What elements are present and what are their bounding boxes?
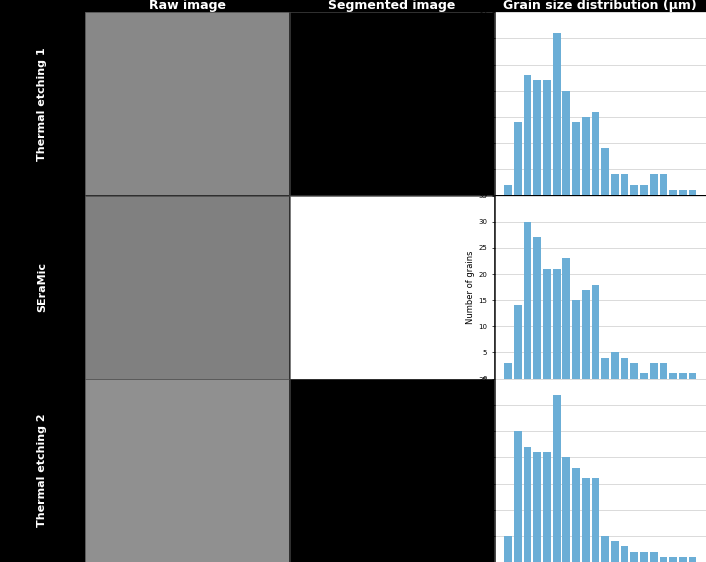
Bar xyxy=(602,358,609,379)
Bar xyxy=(553,269,561,379)
Bar xyxy=(611,174,618,195)
Y-axis label: Number of grains: Number of grains xyxy=(466,434,475,507)
Bar xyxy=(640,373,648,379)
Bar xyxy=(611,352,618,379)
Bar xyxy=(611,541,618,562)
Bar xyxy=(582,117,590,195)
Bar xyxy=(688,557,696,562)
Bar xyxy=(679,190,687,195)
Bar xyxy=(514,431,522,562)
Text: Thermal etching 2: Thermal etching 2 xyxy=(37,414,47,527)
Bar xyxy=(659,363,667,379)
Bar xyxy=(524,222,532,379)
Text: Raw image: Raw image xyxy=(149,0,226,12)
Bar xyxy=(650,363,657,379)
Bar xyxy=(504,363,512,379)
Bar xyxy=(534,80,542,195)
Bar xyxy=(553,395,561,562)
Bar xyxy=(640,551,648,562)
Bar xyxy=(592,112,599,195)
Bar xyxy=(514,306,522,379)
Bar xyxy=(669,190,677,195)
Bar xyxy=(669,373,677,379)
Bar xyxy=(534,238,542,379)
Bar xyxy=(572,122,580,195)
Bar xyxy=(563,457,570,562)
Bar xyxy=(659,174,667,195)
Bar xyxy=(630,185,638,195)
Bar xyxy=(688,373,696,379)
Bar xyxy=(650,174,657,195)
Bar xyxy=(534,452,542,562)
Text: Grain size distribution (μm): Grain size distribution (μm) xyxy=(503,0,698,12)
Text: Segmented image: Segmented image xyxy=(328,0,455,12)
Bar xyxy=(630,363,638,379)
Bar xyxy=(592,478,599,562)
Bar xyxy=(669,557,677,562)
X-axis label: Diameter range (μm): Diameter range (μm) xyxy=(556,230,645,239)
Bar xyxy=(543,80,551,195)
Y-axis label: Number of grains: Number of grains xyxy=(466,67,475,140)
Bar xyxy=(504,185,512,195)
Bar xyxy=(630,551,638,562)
Bar xyxy=(582,478,590,562)
Bar xyxy=(563,90,570,195)
Bar xyxy=(679,373,687,379)
X-axis label: Diameter range (μm): Diameter range (μm) xyxy=(556,414,645,423)
Bar xyxy=(504,536,512,562)
Bar xyxy=(621,174,628,195)
Bar xyxy=(543,269,551,379)
Bar xyxy=(514,122,522,195)
Y-axis label: Number of grains: Number of grains xyxy=(466,251,475,324)
Bar xyxy=(640,185,648,195)
Bar xyxy=(563,259,570,379)
Bar xyxy=(524,75,532,195)
Text: SEraMic: SEraMic xyxy=(37,262,47,312)
Bar xyxy=(679,557,687,562)
Bar xyxy=(582,290,590,379)
Bar xyxy=(602,536,609,562)
Text: Thermal etching 1: Thermal etching 1 xyxy=(37,47,47,161)
Bar xyxy=(572,300,580,379)
Bar xyxy=(688,190,696,195)
Bar xyxy=(621,546,628,562)
Bar xyxy=(592,284,599,379)
Bar xyxy=(621,358,628,379)
Bar xyxy=(650,551,657,562)
Bar xyxy=(543,452,551,562)
Bar xyxy=(553,33,561,195)
Bar xyxy=(602,148,609,195)
Bar xyxy=(659,557,667,562)
Bar xyxy=(524,447,532,562)
Bar xyxy=(572,468,580,562)
